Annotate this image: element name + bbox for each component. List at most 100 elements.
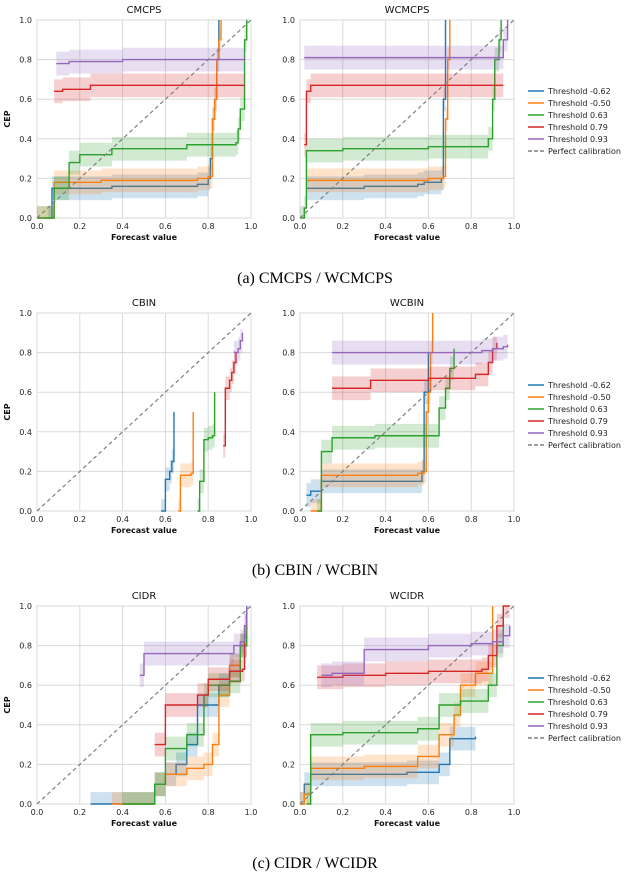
- x-tick-label: 0.0: [294, 808, 307, 817]
- legend-label: Threshold 0.79: [547, 710, 608, 719]
- series-threshold-0-93-band: [332, 332, 508, 365]
- y-axis-label: CEP: [3, 110, 12, 127]
- legend-label: Threshold 0.93: [547, 722, 608, 731]
- series-threshold-0-63-band: [306, 606, 504, 804]
- y-tick-label: 1.0: [282, 309, 295, 318]
- series-threshold-0-79-band: [317, 606, 510, 690]
- series-threshold-0-63: [306, 606, 504, 805]
- x-tick-label: 1.0: [508, 222, 521, 231]
- y-tick-label: 1.0: [282, 16, 295, 25]
- y-tick-label: 0.0: [282, 214, 295, 223]
- panel-title: WCBIN: [390, 298, 424, 309]
- series-threshold-0-93-band: [139, 606, 247, 688]
- series-threshold-0-62-band: [300, 724, 476, 804]
- y-tick-label: 0.4: [19, 721, 32, 730]
- panel-title: CIDR: [132, 591, 157, 602]
- y-tick-label: 0.2: [19, 467, 32, 476]
- legend-label: Threshold -0.50: [547, 99, 611, 108]
- x-tick-label: 0.8: [465, 222, 478, 231]
- series-threshold-0-50-band: [178, 400, 194, 511]
- y-tick-label: 0.6: [282, 388, 295, 397]
- x-tick-label: 0.0: [31, 222, 44, 231]
- series-threshold-0-63: [300, 20, 502, 219]
- y-tick-label: 0.6: [19, 681, 32, 690]
- y-tick-label: 0.6: [282, 95, 295, 104]
- x-axis-label: Forecast value: [111, 819, 178, 828]
- y-tick-label: 0.8: [282, 642, 295, 651]
- series-threshold-0-79-band: [54, 73, 245, 104]
- y-tick-label: 0.8: [282, 56, 295, 65]
- x-tick-label: 0.8: [465, 808, 478, 817]
- y-tick-label: 0.4: [282, 135, 295, 144]
- series-threshold-0-50-band: [37, 20, 222, 218]
- y-tick-label: 0.8: [19, 56, 32, 65]
- x-tick-label: 0.0: [31, 808, 44, 817]
- series-threshold-0-62: [300, 736, 477, 805]
- x-axis-label: Forecast value: [111, 233, 178, 242]
- series-threshold-0-63: [122, 606, 248, 805]
- legend-label: Threshold -0.62: [547, 87, 611, 96]
- series-threshold-0-63: [37, 20, 248, 219]
- plot-area: [299, 312, 515, 512]
- series-threshold-0-93-band: [321, 613, 510, 688]
- caption-c: (c) CIDR / WCIDR: [252, 855, 378, 872]
- plot-area: [299, 19, 515, 219]
- x-tick-label: 1.0: [508, 515, 521, 524]
- panel-title: CBIN: [132, 298, 156, 309]
- x-tick-label: 0.8: [465, 515, 478, 524]
- x-tick-label: 0.6: [422, 515, 435, 524]
- y-tick-label: 0.0: [19, 507, 32, 516]
- legend-label: Threshold -0.62: [547, 674, 611, 683]
- x-tick-label: 1.0: [508, 808, 521, 817]
- y-tick-label: 0.6: [282, 681, 295, 690]
- panel-wcmcps: 0.0 0.2 0.4 0.6 0.8 1.0 0.0 0.2 0.4 0.6 0.8 1.0 WCMC…: [282, 5, 520, 242]
- panel-cidr: 0.0 0.2 0.4 0.6 0.8 1.0 0.0 0.2 0.4 0.6 0.8 1.0 CIDR…: [3, 591, 257, 828]
- y-tick-label: 0.4: [282, 721, 295, 730]
- panel-title: WCIDR: [390, 591, 425, 602]
- x-tick-label: 0.0: [294, 222, 307, 231]
- panel-cmcps: 0.0 0.2 0.4 0.6 0.8 1.0 0.0 0.2 0.4 0.6 0.8 1.0 CMCP…: [3, 5, 257, 242]
- legend-label: Threshold -0.50: [547, 686, 611, 695]
- y-tick-label: 0.2: [19, 174, 32, 183]
- x-tick-label: 0.0: [294, 515, 307, 524]
- y-tick-label: 0.0: [19, 800, 32, 809]
- series-threshold-0-79-band: [223, 340, 237, 458]
- legend-label: Threshold 0.79: [547, 417, 608, 426]
- y-tick-label: 0.4: [282, 428, 295, 437]
- caption-a: (a) CMCPS / WCMCPS: [237, 270, 393, 287]
- legend-label: Perfect calibration: [548, 147, 621, 156]
- series-threshold-0-79-band: [332, 330, 497, 401]
- y-axis-label: CEP: [3, 403, 12, 420]
- series-threshold-0-79: [317, 605, 510, 678]
- series-threshold-0-93: [233, 332, 244, 354]
- x-axis-label: Forecast value: [374, 233, 441, 242]
- y-tick-label: 0.8: [282, 349, 295, 358]
- y-tick-label: 1.0: [282, 602, 295, 611]
- x-tick-label: 0.4: [116, 515, 129, 524]
- plot-area: [36, 312, 252, 512]
- legend: Threshold -0.62 Threshold -0.50 Threshold …: [528, 381, 621, 450]
- y-tick-label: 0.2: [282, 174, 295, 183]
- legend-label: Perfect calibration: [548, 441, 621, 450]
- panel-title: CMCPS: [127, 5, 162, 16]
- series-threshold-0-79: [54, 84, 245, 92]
- series-threshold-0-63-band: [197, 380, 215, 511]
- x-tick-label: 0.4: [116, 808, 129, 817]
- x-tick-label: 0.2: [336, 515, 349, 524]
- series-threshold-0-62-band: [306, 340, 429, 508]
- series-threshold-0-62: [161, 412, 175, 512]
- y-tick-label: 0.6: [19, 388, 32, 397]
- series-threshold-0-62: [306, 352, 430, 496]
- plot-area: [36, 19, 252, 219]
- y-tick-label: 0.8: [19, 349, 32, 358]
- panel-cbin: 0.0 0.2 0.4 0.6 0.8 1.0 0.0 0.2 0.4 0.6 0.8 1.0 CBIN…: [3, 298, 257, 535]
- legend: Threshold -0.62 Threshold -0.50 Threshold …: [528, 87, 621, 156]
- series-threshold-0-50: [310, 313, 434, 512]
- y-tick-label: 0.0: [282, 507, 295, 516]
- legend-label: Threshold 0.63: [547, 698, 608, 707]
- legend-label: Threshold -0.62: [547, 381, 611, 390]
- legend-label: Threshold -0.50: [547, 393, 611, 402]
- x-tick-label: 0.6: [159, 808, 172, 817]
- x-tick-label: 0.2: [73, 222, 86, 231]
- y-tick-label: 1.0: [19, 309, 32, 318]
